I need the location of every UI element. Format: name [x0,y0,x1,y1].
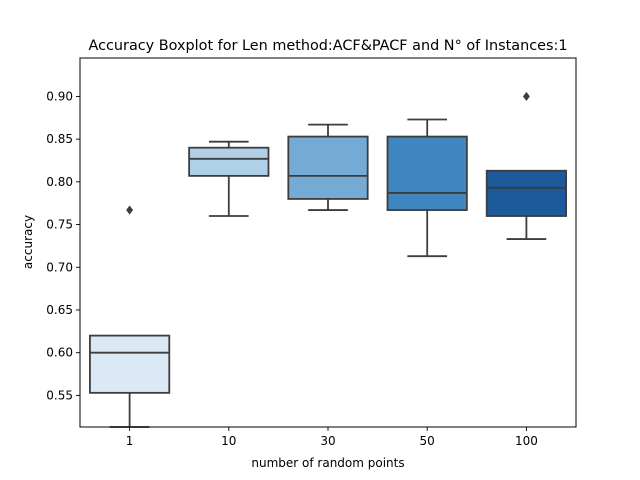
x-axis-label: number of random points [251,456,404,470]
y-tick-label: 0.75 [46,218,73,232]
box-group-30 [287,123,369,211]
y-axis: 0.55 0.60 0.65 0.70 0.75 0.80 0.85 0.90 [46,89,80,402]
box-group-100 [485,91,567,240]
y-tick-label: 0.70 [46,260,73,274]
outlier-point [522,91,530,102]
y-tick-label: 0.85 [46,132,73,146]
box-iqr [89,334,171,394]
box-group-50 [386,118,468,258]
y-axis-label: accuracy [21,215,35,269]
y-tick-label: 0.90 [46,89,73,103]
boxes-layer [89,91,567,428]
box-group-1 [89,205,171,428]
x-tick-label: 1 [126,434,134,448]
plot-frame [79,57,577,428]
y-tick-label: 0.55 [46,388,73,402]
box-iqr [485,169,567,217]
outlier-point [126,205,134,215]
box-iqr [188,146,270,177]
x-tick-label: 100 [515,434,538,448]
box-iqr [287,135,369,200]
y-tick-label: 0.60 [46,346,73,360]
y-tick-label: 0.65 [46,303,73,317]
box-group-10 [188,140,270,217]
chart-title: Accuracy Boxplot for Len method:ACF&PACF… [89,38,568,54]
box-iqr [386,135,468,211]
x-tick-label: 30 [320,434,335,448]
y-tick-label: 0.80 [46,175,73,189]
x-tick-label: 50 [420,434,435,448]
x-tick-label: 10 [221,434,236,448]
x-axis: 1 10 30 50 100 [126,427,538,448]
